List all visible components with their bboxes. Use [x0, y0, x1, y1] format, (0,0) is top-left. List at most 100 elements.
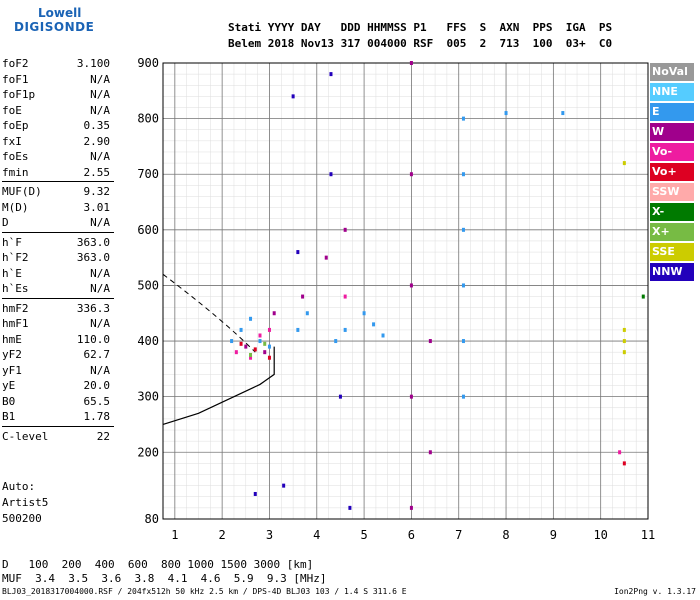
y-tick-label: 300 [137, 390, 159, 404]
data-point [461, 339, 465, 344]
legend-item: NoVal [650, 63, 694, 81]
param-value: 62.7 [83, 348, 111, 361]
legend-item: Vo+ [650, 163, 694, 181]
data-point [234, 350, 238, 355]
param-row: foF1p N/A [2, 87, 114, 103]
data-point [324, 255, 328, 260]
param-value: 2.55 [83, 165, 111, 179]
data-point [343, 327, 347, 332]
data-point [622, 161, 626, 166]
data-point [622, 339, 626, 344]
params-panel: foF2 3.100 foF1 N/A foF1p N/A foE N/A foEp 0.35 fx… [2, 56, 114, 444]
data-point [622, 327, 626, 332]
param-name: yF1 [2, 363, 22, 377]
data-point [258, 333, 262, 338]
x-tick-label: 1 [171, 528, 178, 542]
param-name: h`F [2, 235, 22, 249]
param-name: yE [2, 379, 16, 392]
param-name: fxI [2, 134, 22, 148]
data-point [301, 294, 305, 299]
param-row: foF2 3.100 [2, 56, 114, 72]
param-row: B0 65.5 [2, 394, 114, 410]
data-point [230, 339, 234, 344]
legend: NoVal NNE E W Vo- Vo+ SSW X- X+ SSE NNW [650, 63, 694, 283]
param-value: N/A [90, 216, 110, 229]
param-row: fxI 2.90 [2, 134, 114, 150]
data-point [249, 355, 253, 360]
data-point [267, 327, 271, 332]
legend-item: NNE [650, 83, 694, 101]
param-value: N/A [90, 72, 110, 86]
param-row: C-level 22 [2, 429, 114, 445]
param-name: foEp [2, 119, 29, 132]
header-line1: Stati YYYY DAY DDD HHMMSS P1 FFS S AXN P… [228, 21, 613, 34]
x-tick-label: 5 [360, 528, 367, 542]
y-tick-label: 200 [137, 445, 159, 459]
d-values: 100 200 400 600 800 1000 1500 3000 [km] [8, 558, 314, 571]
data-point [282, 483, 286, 488]
param-value: 3.01 [83, 200, 111, 214]
data-point [461, 394, 465, 399]
param-row: hmF2 336.3 [2, 301, 114, 317]
data-point [409, 394, 413, 399]
auto-block: Auto: Artist5 500200 [2, 479, 48, 527]
param-row: foEp 0.35 [2, 118, 114, 134]
header-line2: Belem 2018 Nov13 317 004000 RSF 005 2 71… [228, 37, 613, 50]
param-name: hmF2 [2, 301, 29, 315]
data-point [329, 72, 333, 77]
param-row: h`F2 363.0 [2, 250, 114, 266]
data-point [249, 316, 253, 321]
x-tick-label: 6 [408, 528, 415, 542]
param-value: N/A [90, 103, 110, 117]
param-row: h`Es N/A [2, 281, 114, 297]
param-row: foEs N/A [2, 149, 114, 165]
legend-item: SSE [650, 243, 694, 261]
param-name: B0 [2, 394, 16, 408]
data-point [267, 344, 271, 349]
param-separator [2, 181, 114, 182]
y-tick-label: 80 [145, 512, 159, 526]
data-point [263, 350, 267, 355]
data-point [381, 333, 385, 338]
data-point [504, 111, 508, 116]
data-point [272, 311, 276, 316]
x-tick-label: 10 [593, 528, 607, 542]
data-point [409, 172, 413, 177]
param-name: fmin [2, 165, 29, 179]
param-value: 65.5 [83, 394, 111, 408]
data-point [253, 347, 257, 352]
param-separator [2, 297, 114, 299]
digisonde-logo: Lowell DIGISONDE [4, 6, 94, 46]
param-name: foF1p [2, 88, 36, 101]
data-point [641, 294, 645, 299]
data-point [334, 339, 338, 344]
param-name: yF2 [2, 348, 22, 361]
data-point [296, 327, 300, 332]
param-value: N/A [90, 150, 110, 163]
param-row: MUF(D) 9.32 [2, 184, 114, 200]
y-tick-label: 900 [137, 56, 159, 70]
param-value: N/A [90, 317, 110, 330]
legend-item: X+ [650, 223, 694, 241]
data-point [372, 322, 376, 327]
y-tick-label: 500 [137, 278, 159, 292]
data-point [461, 116, 465, 121]
param-name: h`E [2, 266, 22, 280]
param-row: h`F 363.0 [2, 235, 114, 251]
data-point [461, 172, 465, 177]
param-row: foE N/A [2, 103, 114, 119]
param-value: 363.0 [76, 235, 110, 249]
param-row: yE 20.0 [2, 378, 114, 394]
param-row: hmE 110.0 [2, 332, 114, 348]
trace-solid [162, 346, 275, 426]
trace-dashed [162, 273, 256, 353]
data-point [249, 352, 253, 357]
param-name: hmF1 [2, 317, 29, 330]
param-value: 363.0 [76, 251, 110, 264]
legend-item: SSW [650, 183, 694, 201]
data-point [258, 339, 262, 344]
data-point [343, 294, 347, 299]
data-point [291, 94, 295, 99]
data-point [239, 341, 243, 346]
bottom-table: D 100 200 400 600 800 1000 1500 3000 [km… [2, 558, 327, 586]
